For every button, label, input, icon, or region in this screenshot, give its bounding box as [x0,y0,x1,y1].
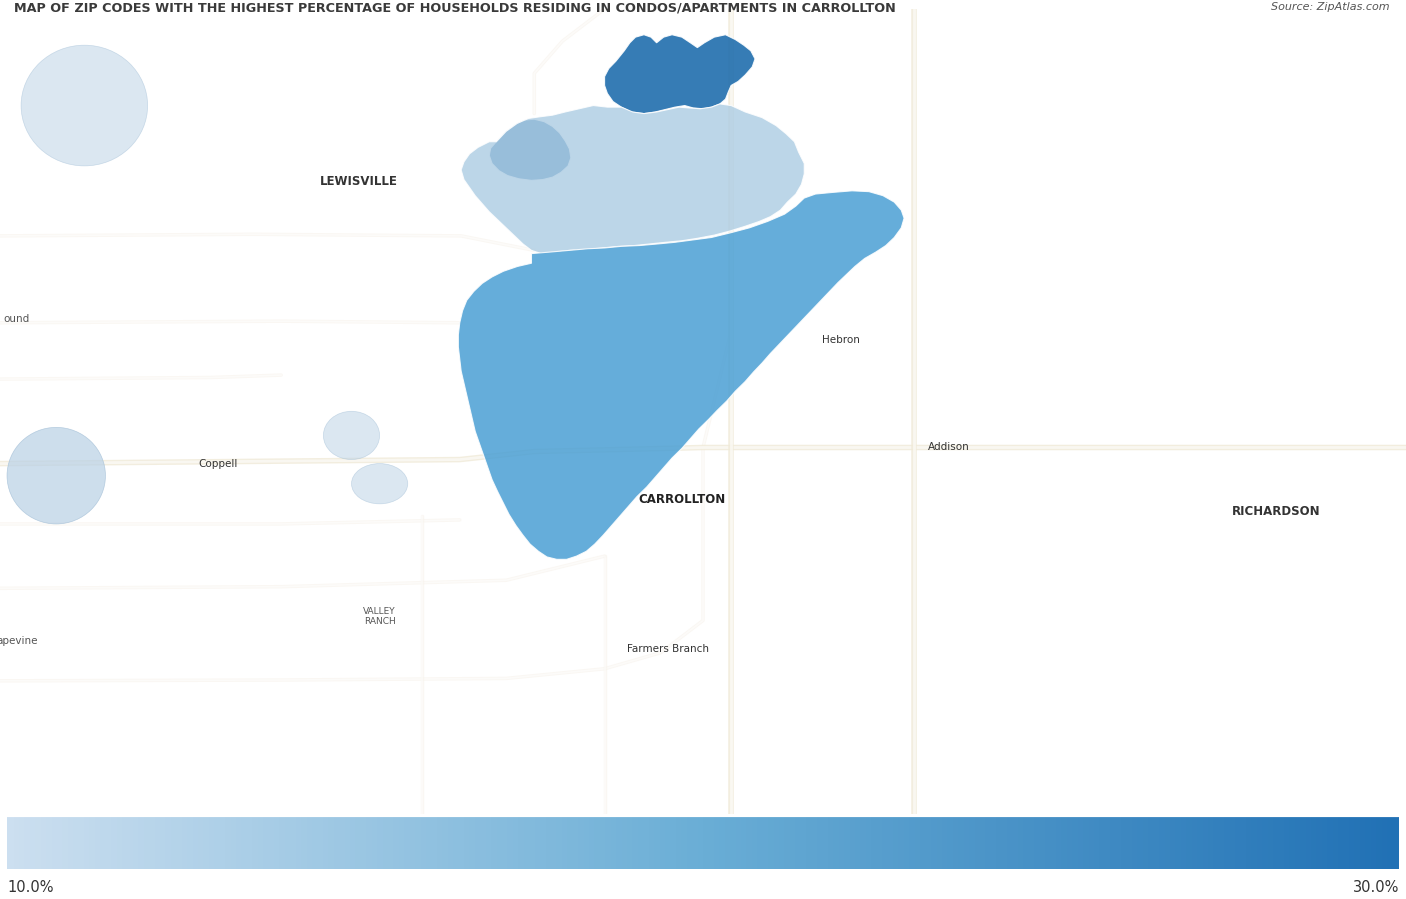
Text: CARROLLTON: CARROLLTON [638,494,725,506]
Ellipse shape [21,45,148,166]
Text: VALLEY
RANCH: VALLEY RANCH [363,607,396,627]
Ellipse shape [7,427,105,524]
Text: Addison: Addison [928,442,970,452]
Text: 30.0%: 30.0% [1353,880,1399,895]
Polygon shape [489,120,571,181]
Text: Coppell: Coppell [198,458,238,468]
Text: MAP OF ZIP CODES WITH THE HIGHEST PERCENTAGE OF HOUSEHOLDS RESIDING IN CONDOS/AP: MAP OF ZIP CODES WITH THE HIGHEST PERCEN… [14,2,896,14]
Text: 10.0%: 10.0% [7,880,53,895]
Polygon shape [605,35,755,113]
Ellipse shape [352,464,408,503]
Text: Source: ZipAtlas.com: Source: ZipAtlas.com [1271,2,1389,12]
Text: Hebron: Hebron [823,335,859,345]
Text: RICHARDSON: RICHARDSON [1232,505,1322,519]
Polygon shape [461,104,804,254]
Ellipse shape [323,412,380,459]
Text: apevine: apevine [0,636,38,645]
Polygon shape [458,191,904,559]
Text: LEWISVILLE: LEWISVILLE [319,175,398,189]
Text: ound: ound [4,314,30,324]
Text: Farmers Branch: Farmers Branch [627,644,709,654]
